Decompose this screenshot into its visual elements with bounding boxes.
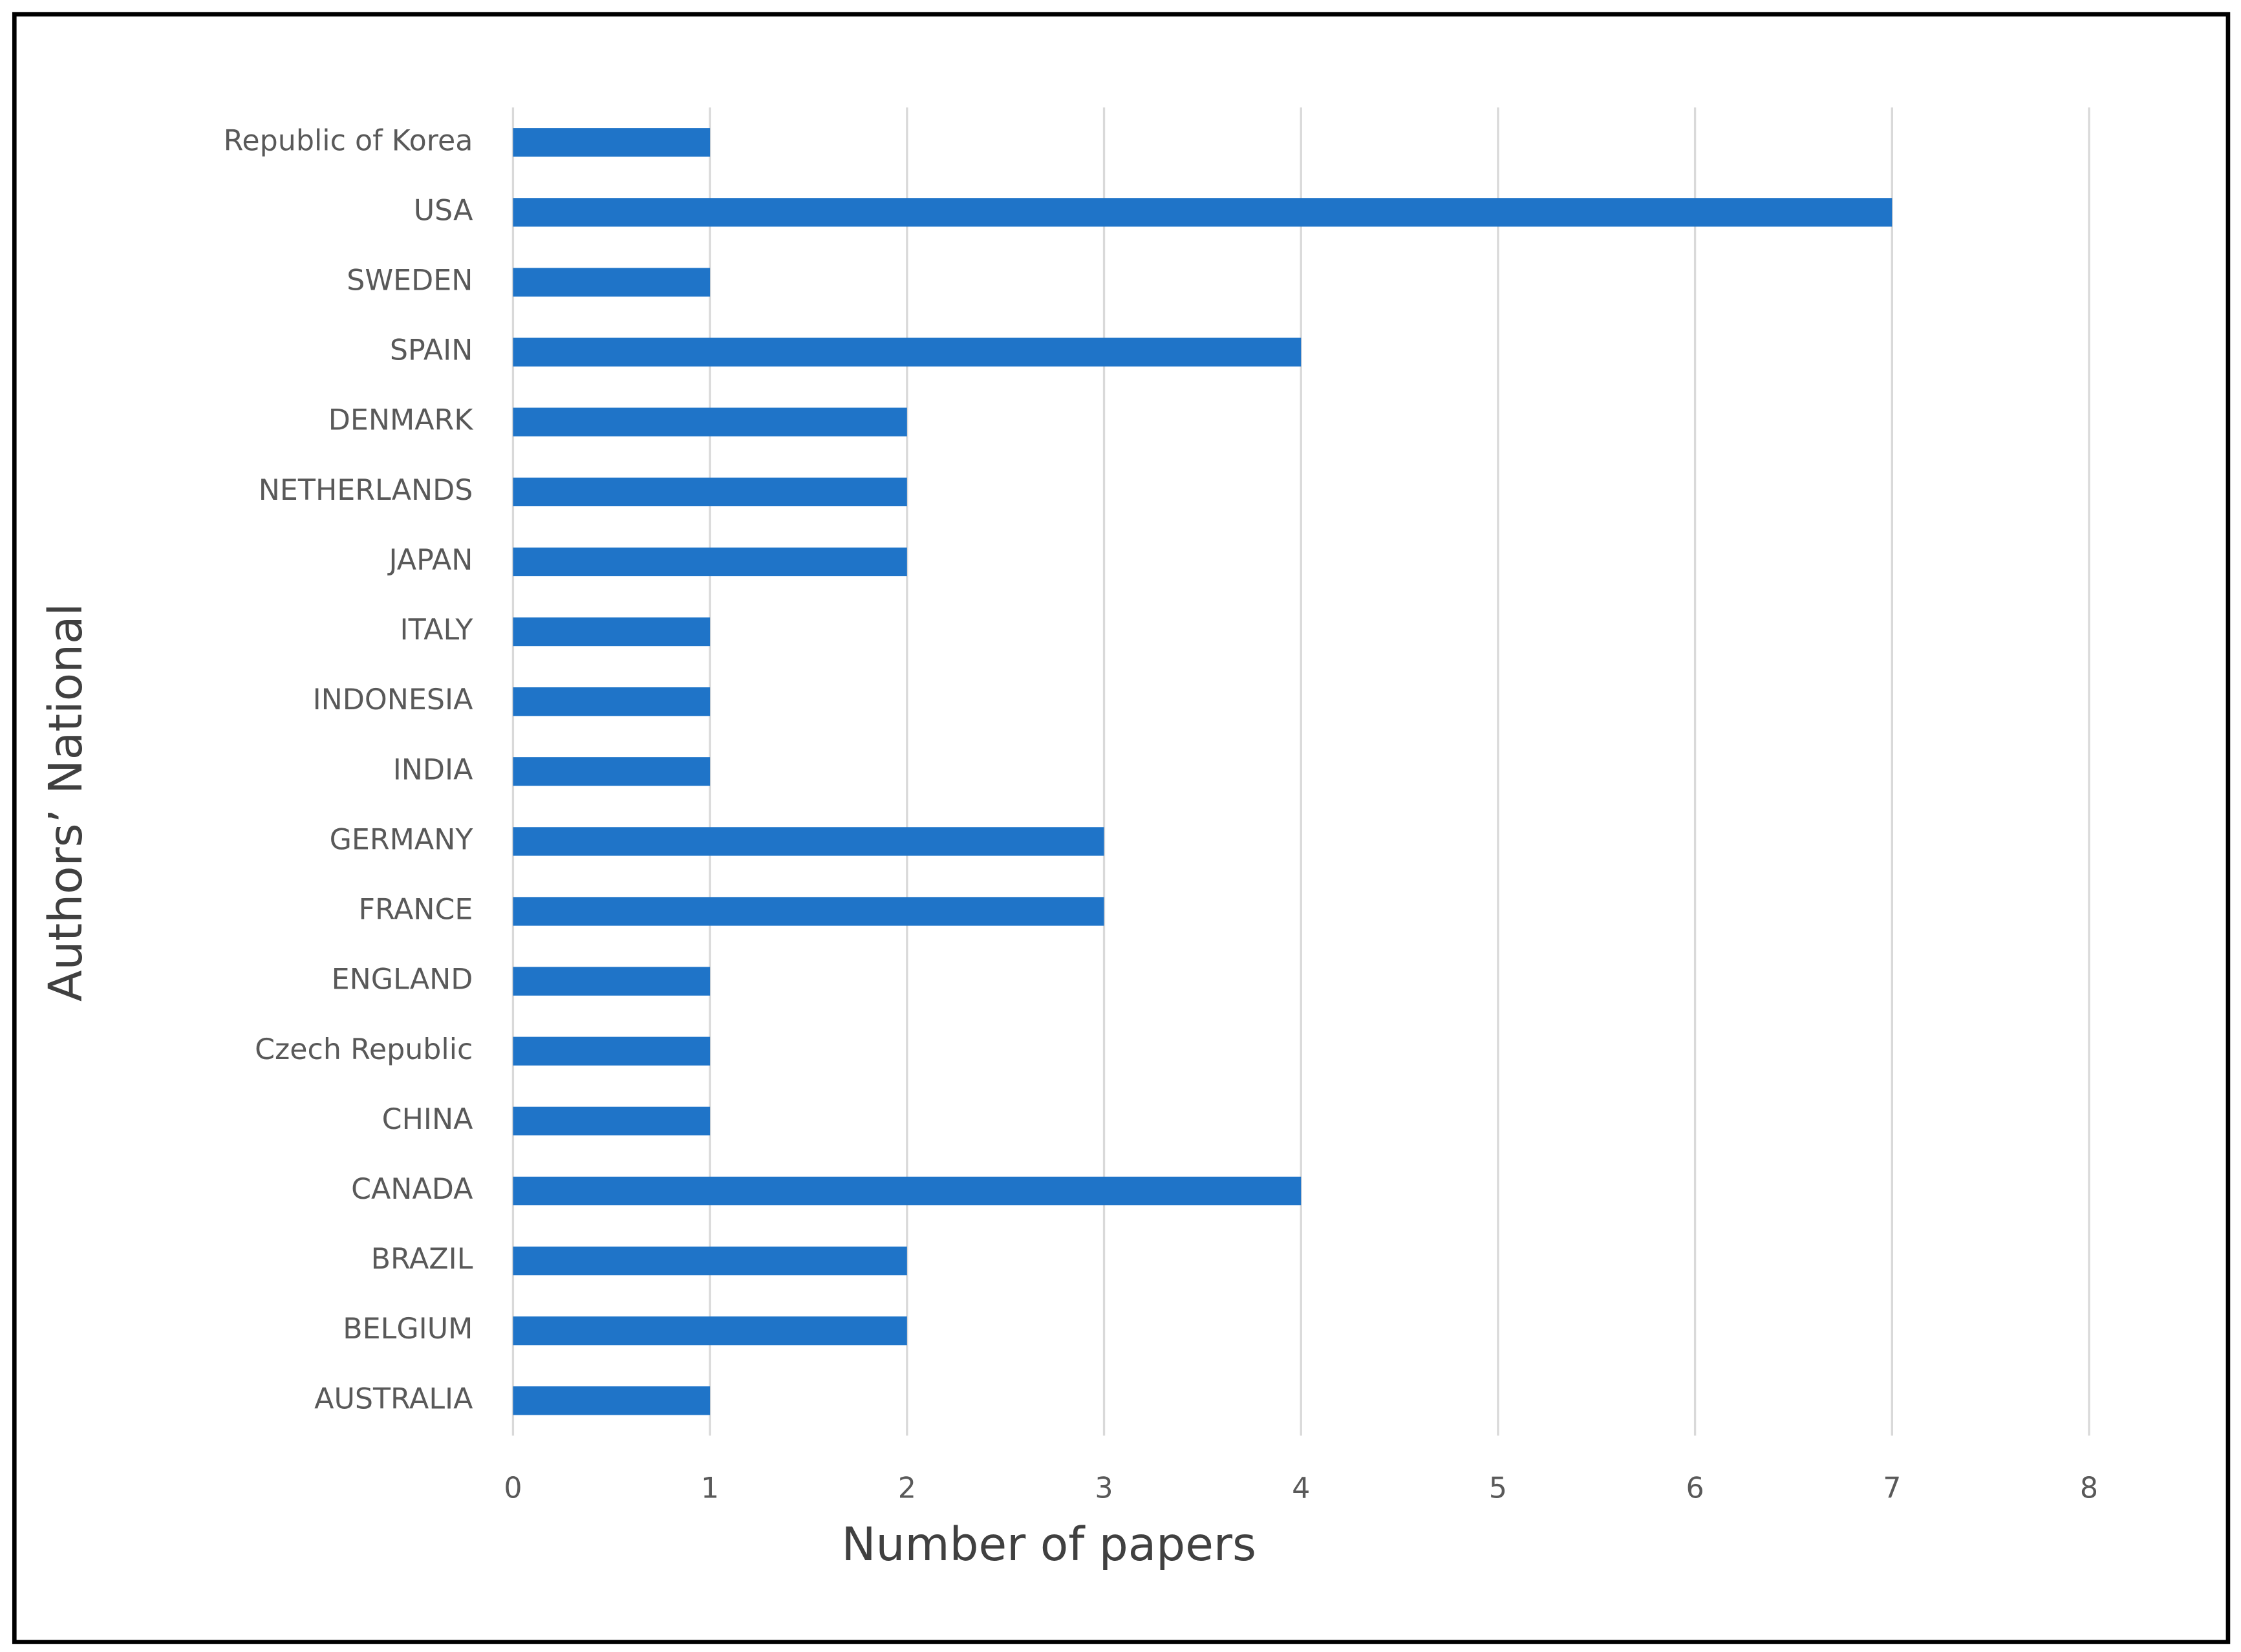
x-tick-label: 8 bbox=[2080, 1472, 2098, 1505]
y-tick-label: GERMANY bbox=[330, 823, 474, 856]
y-tick-label: BRAZIL bbox=[371, 1243, 473, 1276]
bar bbox=[513, 477, 907, 506]
y-tick-label: BELGIUM bbox=[343, 1313, 473, 1346]
x-tick-label: 0 bbox=[504, 1472, 522, 1505]
y-tick-label: INDIA bbox=[393, 753, 473, 786]
x-tick-label: 5 bbox=[1489, 1472, 1507, 1505]
bar bbox=[513, 1036, 711, 1066]
x-tick-label: 4 bbox=[1292, 1472, 1310, 1505]
y-tick-label: CHINA bbox=[382, 1103, 473, 1136]
x-tick-label: 6 bbox=[1686, 1472, 1704, 1505]
y-tick-label: JAPAN bbox=[387, 544, 473, 577]
bar bbox=[513, 1106, 711, 1136]
bar bbox=[513, 338, 1302, 367]
bar bbox=[513, 268, 711, 297]
x-tick-label: 3 bbox=[1095, 1472, 1113, 1505]
y-tick-label: INDONESIA bbox=[313, 683, 473, 716]
y-tick-label: NETHERLANDS bbox=[259, 474, 473, 507]
bar bbox=[513, 547, 907, 577]
y-tick-label: CANADA bbox=[351, 1173, 473, 1206]
y-tick-label: SPAIN bbox=[390, 334, 473, 367]
y-tick-label: USA bbox=[414, 194, 473, 227]
y-tick-label: Republic of Korea bbox=[224, 124, 473, 157]
x-axis-label: Number of papers bbox=[841, 1518, 1256, 1571]
bar bbox=[513, 617, 711, 647]
x-tick-label: 7 bbox=[1883, 1472, 1901, 1505]
y-tick-label: FRANCE bbox=[359, 894, 473, 927]
bar bbox=[513, 967, 711, 996]
y-tick-label: SWEDEN bbox=[347, 264, 473, 297]
y-tick-label: AUSTRALIA bbox=[314, 1382, 473, 1415]
bar bbox=[513, 407, 907, 436]
bar bbox=[513, 1316, 907, 1346]
bar bbox=[513, 897, 1104, 926]
bar bbox=[513, 827, 1104, 856]
x-tick-label: 1 bbox=[701, 1472, 719, 1505]
frame bbox=[12, 12, 2231, 1644]
bar bbox=[513, 198, 1893, 227]
bar bbox=[513, 757, 711, 786]
bar bbox=[513, 1246, 907, 1276]
x-tick-label: 2 bbox=[898, 1472, 916, 1505]
y-tick-label: ENGLAND bbox=[332, 963, 473, 996]
y-tick-label: ITALY bbox=[400, 614, 474, 647]
bar bbox=[513, 1176, 1302, 1206]
y-tick-label: DENMARK bbox=[328, 404, 474, 437]
bar bbox=[513, 1386, 711, 1415]
y-tick-label: Czech Republic bbox=[255, 1033, 473, 1066]
bar bbox=[513, 687, 711, 716]
bar bbox=[513, 128, 711, 157]
y-axis-label: Authors’ National bbox=[39, 603, 92, 1002]
